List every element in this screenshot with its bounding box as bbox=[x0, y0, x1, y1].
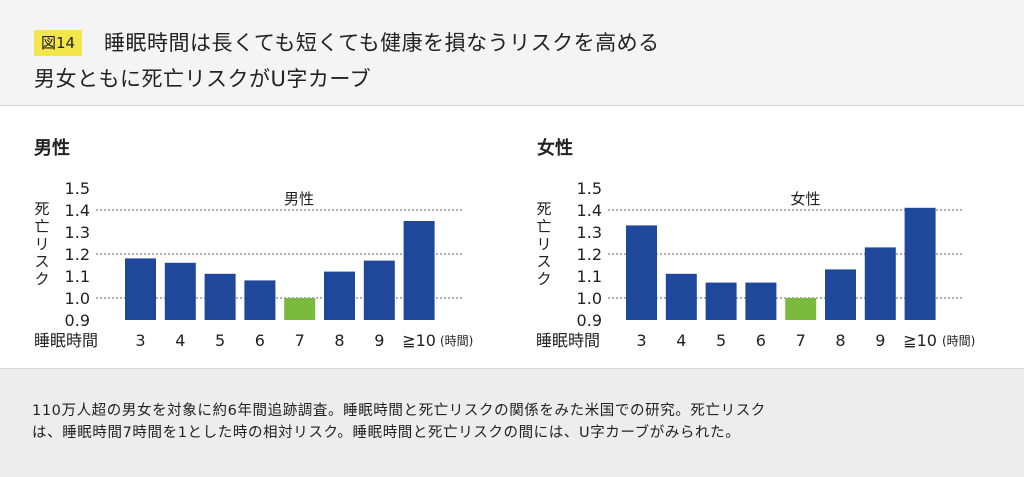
y-tick-label: 1.1 bbox=[577, 267, 602, 286]
y-tick-label: 1.3 bbox=[577, 223, 602, 242]
bar bbox=[626, 225, 657, 320]
x-tick-label: 8 bbox=[835, 331, 845, 350]
x-tick-label: 6 bbox=[756, 331, 766, 350]
y-axis-label-char: 死 bbox=[34, 200, 49, 218]
x-tick-label: 9 bbox=[875, 331, 885, 350]
y-tick-label: 1.0 bbox=[577, 289, 602, 308]
y-axis-label-char: 死 bbox=[536, 200, 551, 218]
caption: 110万人超の男女を対象に約6年間追跡調査。睡眠時間と死亡リスクの関係をみた米国… bbox=[32, 400, 992, 444]
y-tick-label: 0.9 bbox=[65, 311, 90, 330]
x-tick-label: 5 bbox=[215, 331, 225, 350]
figure-subtitle: 男女ともに死亡リスクがU字カーブ bbox=[34, 67, 372, 91]
y-axis-label-char: ク bbox=[34, 270, 49, 288]
chart-title: 男性 bbox=[284, 190, 314, 208]
bar bbox=[665, 273, 697, 320]
y-tick-label: 0.9 bbox=[577, 311, 602, 330]
bar bbox=[125, 258, 156, 320]
y-tick-label: 1.2 bbox=[65, 245, 90, 264]
y-axis-label-char: ク bbox=[536, 270, 551, 288]
bar bbox=[705, 282, 737, 320]
chart-title: 女性 bbox=[790, 190, 820, 208]
figure-title: 睡眠時間は長くても短くても健康を損なうリスクを高める bbox=[104, 31, 660, 55]
x-tick-label: ≧10 bbox=[402, 331, 436, 350]
x-tick-label: ≧10 bbox=[903, 331, 937, 350]
caption-area bbox=[0, 369, 1024, 477]
bar bbox=[825, 269, 856, 320]
y-tick-label: 1.2 bbox=[577, 245, 602, 264]
x-axis-label: 睡眠時間 bbox=[536, 331, 600, 350]
y-tick-label: 1.3 bbox=[65, 223, 90, 242]
bar bbox=[403, 221, 435, 320]
x-tick-label: 5 bbox=[716, 331, 726, 350]
y-axis-label-char: リ bbox=[34, 235, 49, 253]
x-tick-label: 4 bbox=[175, 331, 185, 350]
caption-line-2: は、睡眠時間7時間を1とした時の相対リスク。睡眠時間と死亡リスクの間には、U字カ… bbox=[32, 425, 741, 441]
bar bbox=[745, 282, 777, 320]
panel-title: 男性 bbox=[34, 137, 70, 159]
y-axis-label-char: リ bbox=[536, 235, 551, 253]
caption-line-1: 110万人超の男女を対象に約6年間追跡調査。睡眠時間と死亡リスクの関係をみた米国… bbox=[32, 403, 766, 419]
x-tick-label: 7 bbox=[295, 331, 305, 350]
x-tick-label: 4 bbox=[676, 331, 686, 350]
x-tick-label: 3 bbox=[135, 331, 145, 350]
bar bbox=[284, 298, 316, 320]
bar bbox=[864, 247, 896, 320]
chart-panel bbox=[0, 106, 1024, 369]
bar bbox=[244, 280, 276, 320]
y-tick-label: 1.5 bbox=[577, 179, 602, 198]
x-tick-label: 6 bbox=[255, 331, 265, 350]
y-tick-label: 1.1 bbox=[65, 267, 90, 286]
bar bbox=[363, 260, 395, 320]
bar bbox=[324, 271, 355, 320]
x-axis-unit: (時間) bbox=[440, 334, 473, 348]
y-tick-label: 1.4 bbox=[65, 201, 90, 220]
bar bbox=[904, 207, 936, 320]
x-axis-label: 睡眠時間 bbox=[34, 331, 98, 350]
y-tick-label: 1.5 bbox=[65, 179, 90, 198]
bar bbox=[164, 262, 196, 320]
y-axis-label-char: ス bbox=[34, 253, 49, 271]
y-tick-label: 1.4 bbox=[577, 201, 602, 220]
x-tick-label: 9 bbox=[374, 331, 384, 350]
y-axis-label-char: ス bbox=[536, 253, 551, 271]
x-axis-unit: (時間) bbox=[942, 334, 975, 348]
x-tick-label: 7 bbox=[796, 331, 806, 350]
y-axis-label-char: 亡 bbox=[34, 218, 49, 236]
panel-title: 女性 bbox=[537, 137, 573, 159]
y-axis-label-char: 亡 bbox=[536, 218, 551, 236]
y-tick-label: 1.0 bbox=[65, 289, 90, 308]
bar bbox=[204, 273, 236, 320]
figure-header: 図14 睡眠時間は長くても短くても健康を損なうリスクを高める 男女ともに死亡リス… bbox=[0, 0, 1024, 106]
figure-badge: 図14 bbox=[34, 30, 83, 56]
x-tick-label: 3 bbox=[636, 331, 646, 350]
x-tick-label: 8 bbox=[334, 331, 344, 350]
bar bbox=[785, 298, 817, 320]
